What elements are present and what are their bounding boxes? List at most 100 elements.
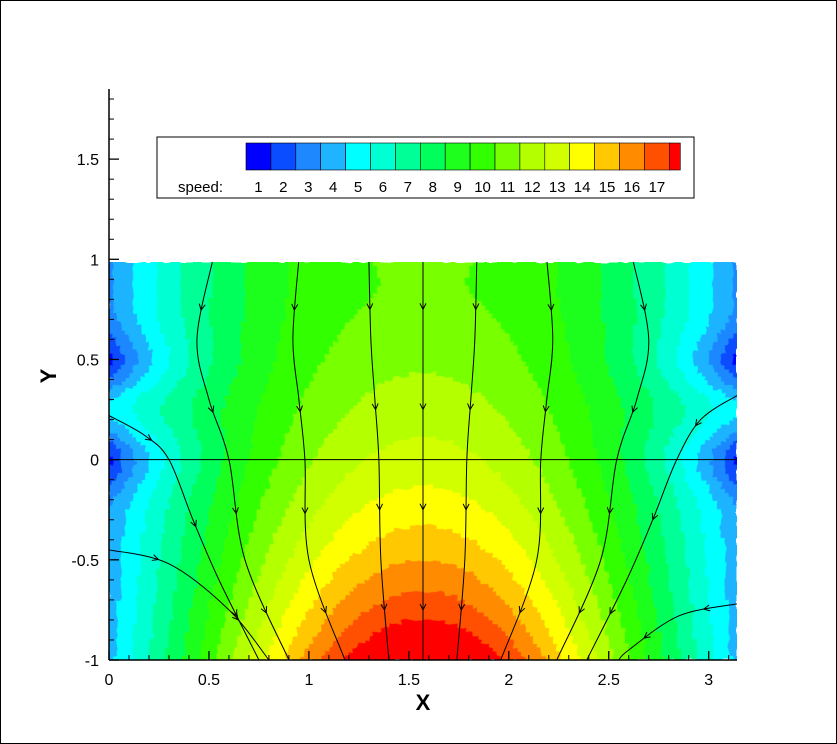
- streamline-arrow: [291, 303, 299, 312]
- x-tick-label: 2.5: [598, 672, 620, 689]
- streamline-arrow: [320, 605, 327, 614]
- y-tick-label: 1.5: [77, 152, 99, 169]
- streamline-arrow: [472, 303, 480, 311]
- colorbar-swatch: [494, 142, 521, 171]
- y-axis-label: Y: [36, 368, 61, 383]
- streamline-arrow: [232, 507, 239, 515]
- streamline: [368, 262, 390, 660]
- colorbar-swatch: [370, 142, 396, 171]
- colorbar-level-label: 16: [624, 179, 641, 196]
- x-tick-label: 2: [504, 672, 513, 689]
- colorbar-level-label: 6: [379, 179, 387, 196]
- y-tick-label: 0: [90, 453, 99, 470]
- x-tick-label: 1: [304, 672, 313, 689]
- colorbar-swatch: [444, 142, 471, 171]
- streamline-arrow: [296, 405, 303, 413]
- streamline: [196, 262, 290, 660]
- colorbar-level-label: 8: [429, 179, 437, 196]
- streamline-arrow: [198, 303, 206, 312]
- colorbar-swatch: [569, 142, 595, 171]
- streamline-arrow: [371, 403, 379, 411]
- streamline-arrow: [640, 303, 647, 312]
- legend-label: speed:: [178, 179, 223, 196]
- x-axis-label: X: [416, 690, 431, 715]
- colorbar-swatch: [594, 142, 620, 171]
- streamline: [586, 395, 737, 660]
- streamline-arrow: [651, 512, 659, 521]
- streamline-arrow: [467, 403, 474, 411]
- streamline-arrow: [376, 503, 384, 511]
- streamline-arrow: [380, 603, 388, 612]
- streamline-arrow: [190, 519, 197, 528]
- colorbar-swatch: [544, 142, 570, 171]
- streamline-arrow: [144, 434, 153, 441]
- colorbar-level-label: 3: [304, 179, 312, 196]
- streamline: [109, 415, 260, 660]
- colorbar-swatch: [320, 142, 346, 171]
- streamline: [109, 549, 270, 660]
- streamline: [500, 262, 554, 660]
- streamline: [456, 262, 478, 660]
- colorbar-level-label: 4: [329, 179, 337, 196]
- colorbar-swatch: [644, 142, 670, 171]
- streamline-arrow: [537, 507, 545, 515]
- streamline-arrow: [301, 507, 309, 515]
- colorbar-level-label: 13: [549, 179, 566, 196]
- colorbar-swatch: [519, 142, 546, 171]
- colorbar-swatch: [245, 142, 272, 171]
- colorbar-swatch: [469, 142, 496, 171]
- colorbar-level-label: 9: [453, 179, 461, 196]
- streamline-arrow: [151, 554, 160, 561]
- colorbar-level-label: 11: [500, 179, 516, 196]
- streamline: [618, 603, 737, 660]
- colorbar-level-label: 5: [354, 179, 362, 196]
- streamline-arrow: [542, 405, 550, 413]
- streamline-arrow: [547, 303, 555, 312]
- colorbar-swatch: [668, 142, 681, 171]
- streamline: [292, 262, 346, 660]
- colorbar-level-label: 12: [524, 179, 541, 196]
- colorbar-swatch: [270, 142, 297, 171]
- streamline-arrow: [366, 303, 374, 311]
- colorbar-swatch: [395, 142, 421, 171]
- x-tick-label: 0.5: [198, 672, 220, 689]
- streamline-arrow: [609, 607, 616, 615]
- colorbar: [245, 142, 681, 171]
- streamline-arrow: [606, 507, 614, 515]
- streamline-arrow: [260, 606, 268, 614]
- colorbar-level-label: 14: [574, 179, 591, 196]
- colorbar-swatch: [345, 142, 371, 171]
- streamline-arrow: [419, 603, 427, 612]
- streamline-arrow: [462, 503, 470, 511]
- streamline-arrow: [518, 605, 526, 614]
- colorbar-level-label: 17: [649, 179, 666, 196]
- x-tick-label: 3: [704, 672, 713, 689]
- x-ticks: 0 0.5 1 1.5 2 2.5 3: [105, 651, 730, 689]
- colorbar-level-label: 1: [254, 179, 262, 196]
- streamline-arrow: [631, 405, 638, 414]
- y-tick-label: -0.5: [71, 553, 99, 570]
- y-tick-label: 0.5: [77, 352, 99, 369]
- colorbar-swatch: [419, 142, 446, 171]
- streamline-arrow: [458, 603, 466, 612]
- streamline-arrow: [694, 419, 702, 427]
- streamline-arrow: [578, 606, 585, 614]
- colorbar-level-label: 10: [474, 179, 491, 196]
- colorbar-swatch: [295, 142, 321, 171]
- colorbar-level-label: 2: [279, 179, 287, 196]
- y-tick-label: -1: [85, 653, 99, 670]
- x-tick-label: 1.5: [398, 672, 420, 689]
- streamline-arrow: [419, 303, 427, 311]
- streamline-arrow: [419, 503, 427, 511]
- colorbar-swatch: [619, 142, 645, 171]
- streamline: [556, 262, 650, 660]
- axes: 0 0.5 1 1.5 2 2.5 3 -1 -0.5 0 0.5 1 1.5 X Y: [36, 89, 737, 715]
- y-tick-label: 1: [90, 252, 99, 269]
- y-ticks: -1 -0.5 0 0.5 1 1.5: [71, 98, 119, 670]
- streamlines: [109, 262, 737, 660]
- colorbar-labels: 1 2 3 4 5 6 7 8 9 10 11 12 13 14 15 16 17: [254, 179, 665, 196]
- streamline-arrow: [702, 604, 711, 612]
- streamline-arrow: [207, 405, 215, 414]
- streamline-arrow: [643, 631, 651, 639]
